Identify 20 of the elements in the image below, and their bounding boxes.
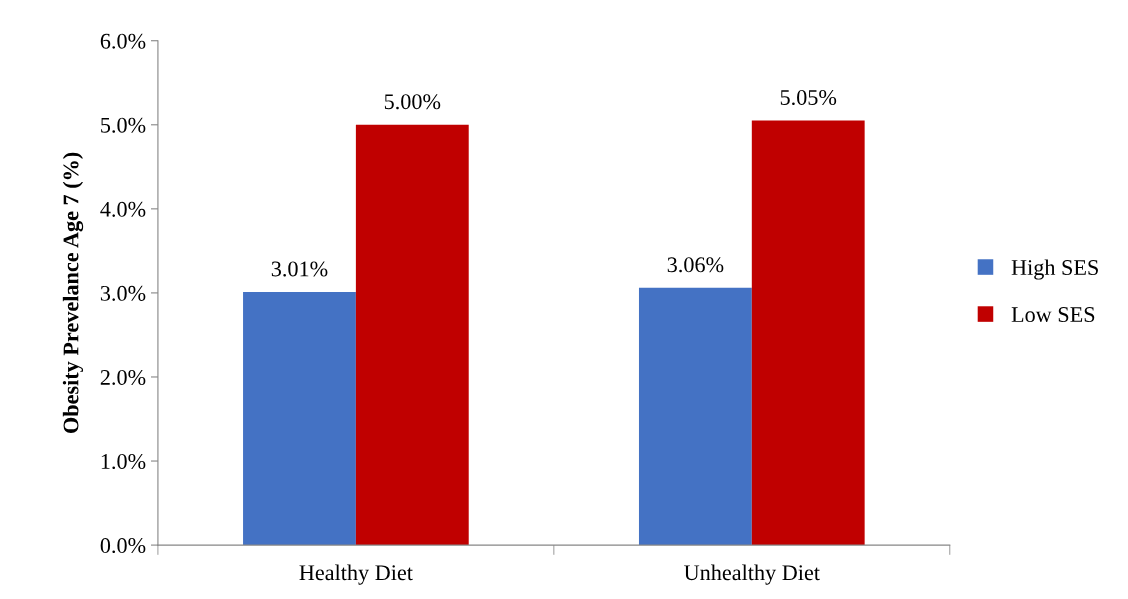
bar (751, 120, 865, 546)
y-tick-label: 2.0% (100, 369, 146, 385)
y-axis-title: Obesity Prevelance Age 7 (%) (62, 152, 84, 433)
y-tick-label: 6.0% (100, 33, 146, 49)
y-tick-label: 5.0% (101, 117, 146, 133)
y-tick-label: 3.0% (100, 285, 146, 301)
bar (355, 124, 469, 546)
x-tick-label: Unhealthy Diet (684, 564, 820, 585)
legend-label: High SES (1011, 259, 1098, 280)
data-label: 3.06% (667, 257, 724, 273)
bar (638, 287, 752, 546)
data-label: 3.01% (271, 261, 328, 277)
data-label: 5.00% (384, 94, 441, 110)
legend-label: Low SES (1011, 307, 1095, 323)
y-tick-label: 1.0% (101, 453, 146, 470)
y-tick-label: 0.0% (100, 538, 146, 554)
x-tick-label: Healthy Diet (299, 564, 413, 585)
y-tick-label: 4.0% (100, 201, 146, 217)
bar (243, 292, 356, 546)
data-label: 5.05% (780, 89, 837, 106)
